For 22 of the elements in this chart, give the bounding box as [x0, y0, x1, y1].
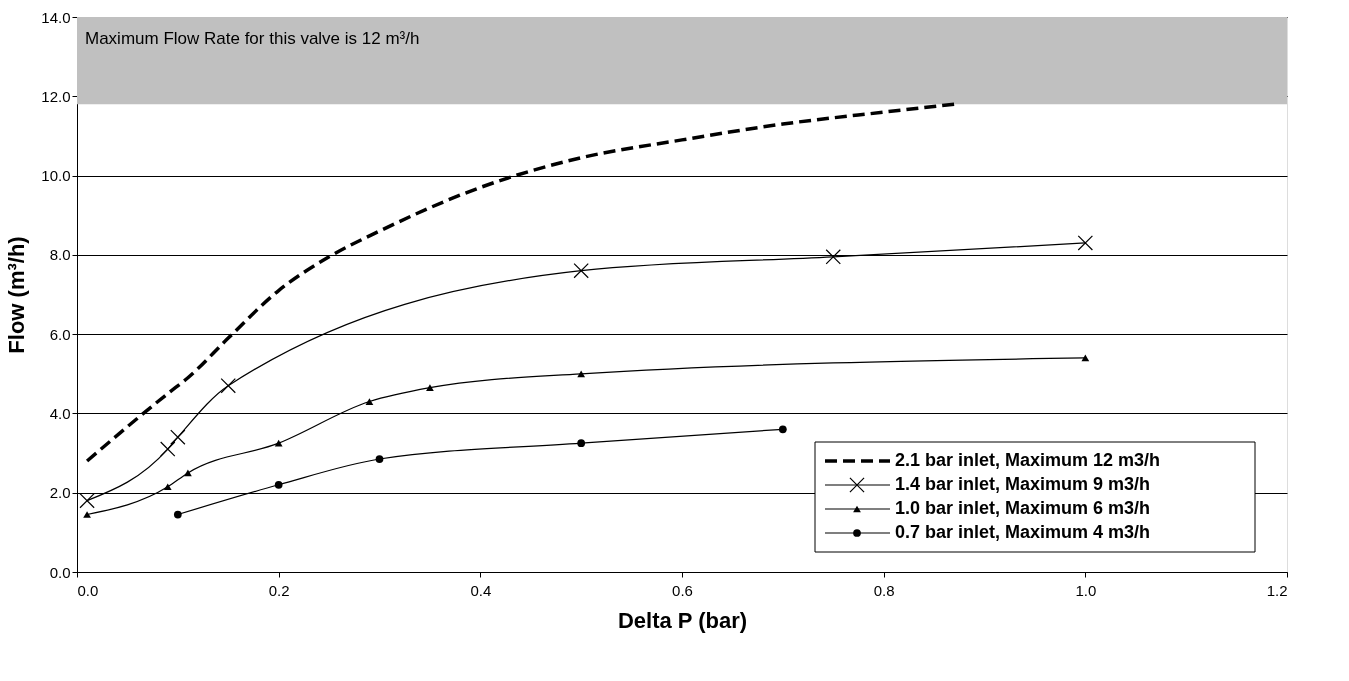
x-tick-label: 0.8	[873, 581, 895, 599]
x-tick-label: 1.2	[1266, 581, 1288, 599]
y-tick-label: 0.0	[49, 563, 71, 581]
legend-label: 0.7 bar inlet, Maximum 4 m3/h	[895, 522, 1151, 542]
legend-label: 1.4 bar inlet, Maximum 9 m3/h	[895, 474, 1151, 494]
y-tick-label: 10.0	[41, 167, 71, 185]
x-tick-label: 1.0	[1075, 581, 1097, 599]
band-label: Maximum Flow Rate for this valve is 12 m³/h	[85, 29, 420, 48]
x-tick-label: 0.6	[672, 581, 693, 599]
x-axis-title: Delta P (bar)	[617, 607, 748, 633]
x-tick-label: 0.2	[268, 581, 290, 599]
y-tick-label: 8.0	[49, 246, 71, 264]
y-tick-label: 2.0	[49, 484, 71, 502]
x-tick-label: 0.4	[470, 581, 492, 599]
y-tick-label: 4.0	[49, 404, 71, 422]
y-tick-label: 14.0	[41, 8, 71, 26]
x-tick-label: 0.0	[77, 581, 99, 599]
y-tick-label: 6.0	[49, 325, 71, 343]
y-tick-label: 12.0	[41, 87, 71, 105]
legend-label: 2.1 bar inlet, Maximum 12 m3/h	[895, 450, 1161, 470]
legend-label: 1.0 bar inlet, Maximum 6 m3/h	[895, 498, 1151, 518]
y-axis-title: Flow (m³/h)	[4, 236, 30, 354]
